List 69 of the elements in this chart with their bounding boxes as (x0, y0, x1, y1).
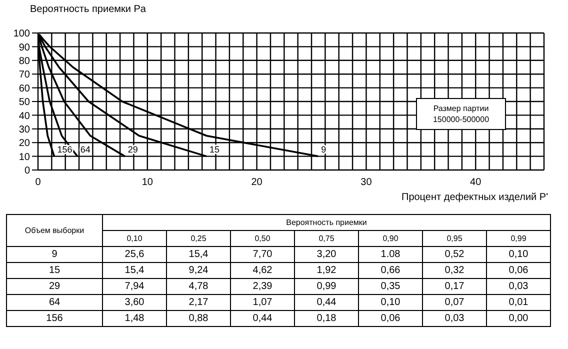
x-tick-label: 0 (35, 177, 42, 188)
text: 0,50 (230, 230, 294, 246)
text: 7,94 (102, 278, 166, 294)
y-tick-label: 60 (18, 83, 30, 94)
text: 64 (48, 297, 60, 308)
text: Объем выборки (6, 214, 102, 246)
text: 0,95 (422, 230, 486, 246)
x-tick-label: 10 (142, 177, 154, 188)
text: 4,78 (166, 278, 230, 294)
x-tick-label: 30 (360, 177, 372, 188)
y-tick-label: 90 (18, 42, 30, 54)
text: 0,06 (358, 310, 422, 326)
y-tick-label: 70 (18, 70, 30, 81)
text: 0,44 (230, 310, 294, 326)
text: 1.08 (358, 246, 422, 262)
text: 0,17 (422, 278, 486, 294)
text: 7,70 (230, 246, 294, 262)
text: 0,88 (166, 310, 230, 326)
y-tick-label: 20 (18, 138, 30, 150)
text: 0,44 (294, 294, 358, 310)
text: 0,32 (422, 262, 486, 278)
text: 3,20 (294, 246, 358, 262)
series-label: 64 (80, 144, 90, 154)
text: 0,10 (102, 230, 166, 246)
text: 0,03 (486, 278, 550, 294)
text: 0,06 (486, 262, 550, 278)
text: 0,01 (486, 294, 550, 310)
y-tick-label: 30 (18, 124, 30, 136)
y-tick-label: 0 (24, 166, 30, 177)
text: 0,35 (358, 278, 422, 294)
text: 0,25 (166, 230, 230, 246)
x-axis-title: Процент дефектных изделий P' (402, 192, 548, 203)
text: 1,07 (230, 294, 294, 310)
text: 156 (46, 313, 63, 324)
y-tick-label: 10 (18, 152, 30, 163)
text: 1,92 (294, 262, 358, 278)
text: 0,10 (358, 294, 422, 310)
text: Вероятность приемки (102, 214, 550, 230)
text: 0,99 (294, 278, 358, 294)
note-box: Размер партии 150000-500000 (416, 98, 506, 130)
text: 3,60 (102, 294, 166, 310)
text: 0,66 (358, 262, 422, 278)
text: 1,48 (102, 310, 166, 326)
text: 2,39 (230, 278, 294, 294)
text: 0,99 (486, 230, 550, 246)
text: 0,03 (422, 310, 486, 326)
text: 0,90 (358, 230, 422, 246)
text: 9,24 (166, 262, 230, 278)
y-axis-title: Вероятность приемки Pa (30, 4, 146, 15)
y-tick-label: 50 (18, 97, 30, 108)
text: 29 (48, 281, 60, 292)
text: 0,00 (486, 310, 550, 326)
text: 25,6 (102, 246, 166, 262)
text: 4,62 (230, 262, 294, 278)
text: 2,17 (166, 294, 230, 310)
text: 0,52 (422, 246, 486, 262)
y-tick-label: 100 (13, 28, 30, 40)
text: 0,10 (486, 246, 550, 262)
text: 15,4 (166, 246, 230, 262)
y-tick-label: 40 (18, 110, 30, 122)
text: 9 (52, 249, 58, 260)
x-tick-label: 40 (470, 177, 482, 188)
text: 15,4 (102, 262, 166, 278)
x-tick-label: 20 (251, 177, 263, 188)
text: 0,07 (422, 294, 486, 310)
text: 0,18 (294, 310, 358, 326)
text: 0,75 (294, 230, 358, 246)
y-tick-label: 80 (18, 56, 30, 67)
text: 15 (48, 265, 60, 276)
